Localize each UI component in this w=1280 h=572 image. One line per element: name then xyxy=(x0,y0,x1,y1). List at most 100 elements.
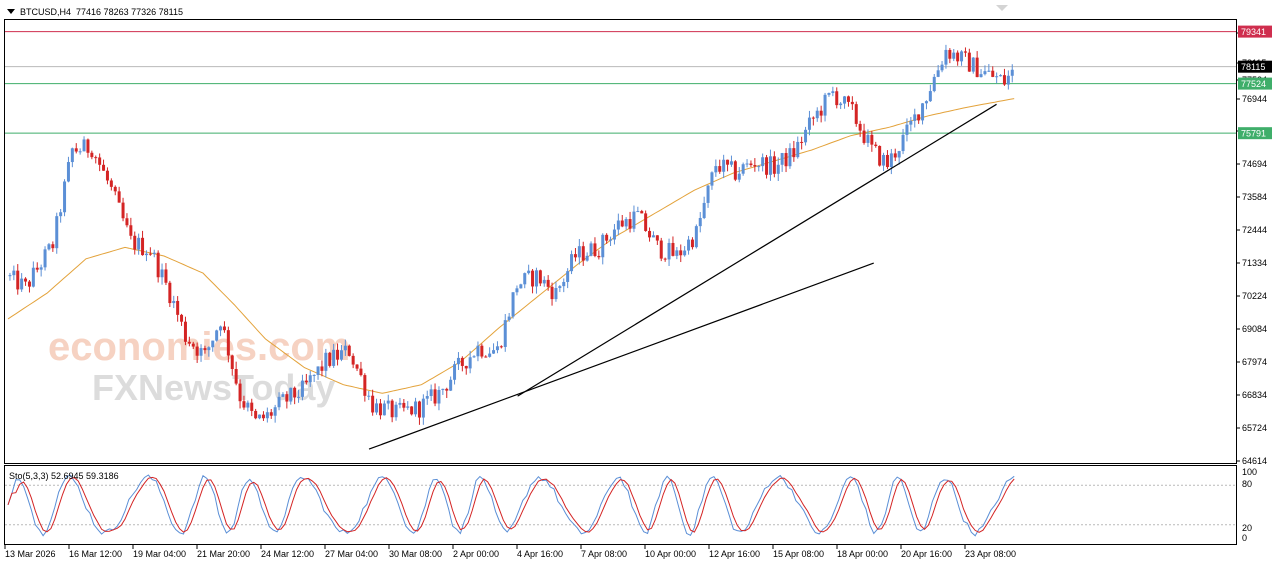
candle xyxy=(523,272,527,289)
candle xyxy=(800,136,804,150)
candle xyxy=(211,340,215,352)
candle xyxy=(82,136,86,152)
candle xyxy=(788,143,792,169)
candle xyxy=(445,387,449,399)
candle xyxy=(277,392,281,411)
candle xyxy=(819,105,823,123)
candle xyxy=(238,379,242,409)
candle xyxy=(511,292,515,319)
candle xyxy=(199,344,203,362)
candle xyxy=(983,65,987,76)
candle xyxy=(152,249,156,258)
candle xyxy=(932,73,936,93)
candle xyxy=(495,341,499,354)
resistance-price-label: 79341 xyxy=(1238,25,1272,38)
candle xyxy=(792,140,796,162)
candle xyxy=(261,411,265,421)
candle xyxy=(960,50,964,66)
candle xyxy=(402,399,406,412)
stoch-tick-label: 20 xyxy=(1242,523,1252,533)
candle xyxy=(265,407,269,423)
stoch-main-line xyxy=(7,474,1015,537)
candle xyxy=(921,103,925,125)
price-tick-label: 70224 xyxy=(1242,291,1267,301)
candle xyxy=(207,346,211,357)
candle xyxy=(827,92,831,97)
trendline-2[interactable] xyxy=(517,103,997,397)
candle xyxy=(901,128,905,155)
candle xyxy=(168,280,172,307)
candle xyxy=(885,150,889,170)
candle xyxy=(772,151,776,178)
svg-text:78115: 78115 xyxy=(1241,62,1265,72)
price-tick-label: 65724 xyxy=(1242,423,1267,433)
candle xyxy=(655,235,659,246)
candle xyxy=(8,272,12,281)
candle xyxy=(31,261,35,288)
candle xyxy=(328,351,332,368)
candle xyxy=(936,65,940,78)
candle xyxy=(784,148,788,173)
candle xyxy=(308,370,312,387)
candle xyxy=(316,366,320,380)
candle xyxy=(371,389,375,416)
candle xyxy=(24,277,28,286)
candle xyxy=(999,74,1003,77)
candle xyxy=(203,345,207,354)
candle xyxy=(289,387,293,405)
candle xyxy=(870,130,874,152)
candle xyxy=(944,44,948,69)
candle xyxy=(807,110,811,136)
candle xyxy=(823,92,827,122)
collapse-arrow-icon[interactable] xyxy=(996,5,1008,11)
candle xyxy=(137,233,141,255)
candle xyxy=(39,264,43,277)
candle xyxy=(573,248,577,262)
candle xyxy=(187,336,191,347)
candle xyxy=(488,347,492,358)
candle xyxy=(343,339,347,356)
support-2-price-label: 75791 xyxy=(1238,127,1272,140)
time-tick-label: 15 Apr 08:00 xyxy=(773,549,824,559)
candle xyxy=(593,237,597,258)
candle xyxy=(464,365,468,375)
candle xyxy=(27,279,31,293)
candle xyxy=(640,209,644,214)
candle xyxy=(195,342,199,363)
candle xyxy=(183,316,187,346)
candle xyxy=(768,149,772,181)
candle xyxy=(566,268,570,289)
candle xyxy=(336,343,340,366)
price-tick-label: 74694 xyxy=(1242,159,1267,169)
candle xyxy=(612,224,616,245)
price-tick-label: 67974 xyxy=(1242,357,1267,367)
price-tick-label: 64614 xyxy=(1242,456,1267,466)
candle xyxy=(636,206,640,213)
candle xyxy=(433,383,437,407)
candle xyxy=(924,100,928,110)
candle xyxy=(667,238,671,267)
price-tick-label: 66834 xyxy=(1242,390,1267,400)
candle xyxy=(659,237,663,262)
candle xyxy=(219,325,223,337)
candle xyxy=(722,154,726,179)
stochastic-header: Sto(5,3,3) 52.6945 59.3186 xyxy=(9,471,119,481)
candle xyxy=(550,282,554,306)
trendline-1[interactable] xyxy=(368,262,874,450)
candle xyxy=(484,355,488,358)
time-tick-label: 13 Mar 2026 xyxy=(5,549,56,559)
candle xyxy=(503,314,507,352)
candle xyxy=(176,296,180,322)
candle xyxy=(1010,64,1014,83)
trendlines-layer xyxy=(368,103,997,450)
candle xyxy=(538,269,542,287)
candle xyxy=(913,108,917,128)
candle xyxy=(698,212,702,233)
candle xyxy=(733,160,737,182)
candle xyxy=(534,267,538,294)
candle xyxy=(745,159,749,168)
chart-menu-arrow-icon[interactable] xyxy=(7,9,15,14)
candle xyxy=(854,101,858,127)
